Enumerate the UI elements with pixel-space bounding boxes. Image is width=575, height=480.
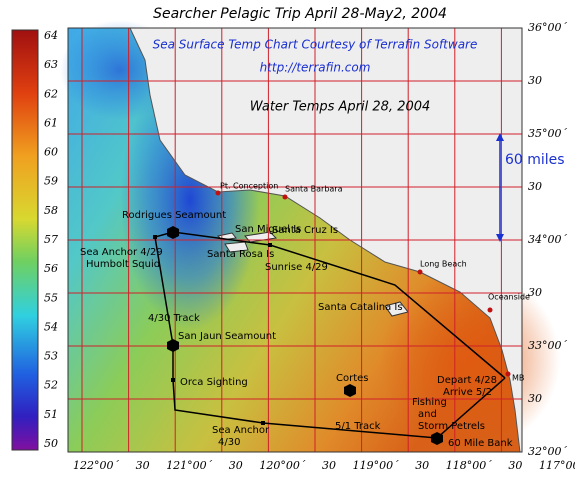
route-label: Sea Anchor — [212, 425, 270, 436]
waypoint — [171, 378, 175, 382]
route-label: Sea Anchor 4/29 — [80, 247, 163, 258]
route-label: Cortes — [336, 373, 369, 384]
place-dot — [505, 371, 511, 377]
place-dot — [417, 269, 423, 275]
colorbar-label: 52 — [44, 379, 58, 392]
longitude-label: 30 — [229, 459, 243, 472]
scale-arrow — [496, 133, 504, 141]
route-label: 4/30 Track — [148, 313, 200, 324]
longitude-label: 122°00´ — [73, 459, 119, 472]
waypoint — [431, 432, 443, 445]
colorbar-label: 60 — [44, 146, 58, 159]
longitude-label: 118°00´ — [446, 459, 492, 472]
longitude-label: 30 — [136, 459, 150, 472]
map-frame — [67, 27, 523, 453]
colorbar-label: 51 — [44, 408, 58, 421]
latitude-label: 35°00´ — [528, 127, 567, 140]
latitude-label: 30 — [528, 180, 542, 193]
colorbar-label: 56 — [44, 262, 58, 275]
longitude-label: 119°00´ — [353, 459, 399, 472]
route-label: Arrive 5/2 — [443, 387, 492, 398]
latitude-label: 33°00´ — [528, 339, 567, 352]
place-label: Oceanside — [488, 293, 530, 302]
colorbar-label: 55 — [44, 291, 58, 304]
place-label: Santa Barbara — [285, 185, 343, 194]
latitude-label: 32°00´ — [528, 445, 567, 458]
latitude-label: 36°00´ — [528, 21, 567, 34]
waypoint — [167, 226, 179, 239]
place-label: Santa Rosa Is — [207, 249, 274, 260]
colorbar-label: 63 — [44, 58, 58, 71]
colorbar-label: 50 — [44, 437, 58, 450]
colorbar-label: 58 — [44, 204, 58, 217]
route-label: Sunrise 4/29 — [265, 262, 328, 273]
place-dot — [282, 194, 288, 200]
route-label: and — [418, 409, 437, 420]
island — [224, 241, 249, 253]
colorbar-label: 59 — [44, 175, 58, 188]
scale-arrow — [496, 234, 504, 242]
map-date: Water Temps April 28, 2004 — [250, 100, 431, 115]
credit: Sea Surface Temp Chart Courtesy of Terra… — [153, 38, 478, 52]
route-label: Humbolt Squid — [86, 259, 160, 270]
route-label: Orca Sighting — [180, 377, 248, 388]
place-label: Santa Cruz Is — [272, 225, 338, 236]
waypoint — [153, 235, 157, 239]
colorbar-label: 54 — [44, 320, 58, 333]
route-label: Storm Petrels — [418, 421, 485, 432]
route-label: Rodrigues Seamount — [122, 210, 226, 221]
route-label: 5/1 Track — [335, 421, 381, 432]
longitude-label: 117°00´ — [539, 459, 575, 472]
colorbar — [11, 29, 39, 451]
waypoint — [167, 339, 179, 352]
place-dot — [487, 307, 493, 313]
latitude-label: 34°00´ — [528, 233, 567, 246]
longitude-label: 30 — [508, 459, 522, 472]
colorbar-label: 61 — [44, 116, 58, 129]
longitude-label: 121°00´ — [166, 459, 212, 472]
place-label: San Miguel Is — [235, 224, 301, 235]
place-label: Santa Catalina Is — [318, 302, 403, 313]
colorbar-label: 53 — [44, 350, 58, 363]
place-dot — [215, 190, 221, 196]
route-label: 60 Mile Bank — [448, 438, 513, 449]
latitude-label: 30 — [528, 74, 542, 87]
scale-label: 60 miles — [505, 152, 565, 168]
place-label: Long Beach — [420, 260, 467, 269]
route-label: Depart 4/28 — [437, 375, 497, 386]
route-label: San Jaun Seamount — [178, 331, 276, 342]
colorbar-label: 57 — [44, 233, 58, 246]
longitude-label: 30 — [415, 459, 429, 472]
latitude-label: 30 — [528, 286, 542, 299]
route-label: Fishing — [412, 397, 447, 408]
waypoint — [268, 243, 272, 247]
longitude-label: 120°00´ — [259, 459, 305, 472]
place-label: Pt. Conception — [220, 182, 278, 191]
place-label: MB — [512, 374, 524, 383]
credit-url: http://terrafin.com — [260, 61, 371, 75]
colorbar-label: 64 — [44, 29, 58, 42]
colorbar-label: 62 — [44, 87, 58, 100]
waypoint — [261, 421, 265, 425]
waypoint — [344, 384, 356, 397]
latitude-label: 30 — [528, 392, 542, 405]
longitude-label: 30 — [322, 459, 336, 472]
route-label: 4/30 — [218, 437, 240, 448]
title: Searcher Pelagic Trip April 28-May2, 200… — [153, 6, 447, 22]
